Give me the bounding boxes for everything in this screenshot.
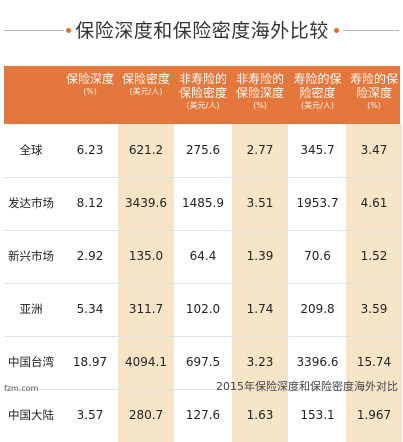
column-header: 保险深度 (%) [64,72,116,120]
table-cell: 1.63 [246,408,274,422]
table-cell: 3.51 [246,196,274,210]
table-cell: 127.6 [185,408,221,422]
row-label: 中国台湾 [8,355,54,369]
table-cell: 64.4 [189,249,217,263]
column-header-unit: (%) [367,101,381,110]
table-cell: 4.61 [360,196,388,210]
table-cell: 2.92 [76,249,104,263]
table-cell: 102.0 [185,302,221,316]
column-header-label: 寿险的保险深度 [349,72,398,100]
table-cell: 3.57 [76,408,104,422]
table-row: 发达市场 8.12 3439.6 1485.9 3.51 1953.7 4.61 [4,177,400,230]
table-cell: 4094.1 [125,355,167,369]
table-cell: 209.8 [300,302,335,316]
column-header-label: 保险密度 [121,72,170,86]
title-bullet-left [66,28,71,33]
row-divider [4,283,400,284]
column-header-label: 非寿险的保险密度 [178,72,227,100]
page-title: 保险深度和保险密度海外比较 [75,20,329,42]
table-cell: 18.97 [72,355,108,369]
row-divider [4,389,400,390]
column-header: 非寿险的保险密度 (美元/人) [174,72,232,120]
table-cell: 1.39 [246,249,274,263]
column-header: 寿险的保险密度 (美元/人) [289,72,346,120]
column-header: 保险密度 (美元/人) [118,72,174,120]
column-header: 非寿险的保险深度 (%) [232,72,288,120]
table-cell: 70.6 [304,249,331,263]
table-cell: 15.74 [356,355,392,369]
table-cell: 621.2 [128,143,164,157]
table-header: 保险深度 (%) 保险密度 (美元/人) 非寿险的保险密度 (美元/人) 非寿险的保险深度(… [4,66,400,124]
title-area: 保险深度和保险密度海外比较 [0,0,403,60]
column-header-unit: (%) [83,87,97,96]
row-label: 发达市场 [8,196,54,210]
table-cell: 3439.6 [125,196,167,210]
column-header-unit: (美元/人) [301,101,334,110]
table-cell: 3.59 [360,302,388,316]
row-label: 全球 [19,143,43,157]
column-header-label: 寿险的保险密度 [293,72,342,100]
table-cell: 153.1 [300,408,335,422]
row-divider [4,336,400,337]
table-cell: 1.74 [246,302,274,316]
source-watermark: fzm.com [4,384,39,393]
table-cell: 135.0 [128,249,164,263]
column-header-label: 保险深度 [65,72,114,86]
table-cell: 3.47 [360,143,388,157]
table-row: 中国台湾 18.97 4094.1 697.5 3.23 3396.6 15.74 [4,336,400,389]
title-divider-left [4,30,64,31]
table-cell: 3396.6 [296,355,339,369]
table-cell: 1485.9 [182,196,224,210]
table-cell: 6.23 [76,143,104,157]
table-row: 中国大陆 3.57 280.7 127.6 1.63 153.1 1.967 [4,389,400,442]
table-cell: 345.7 [300,143,335,157]
row-label: 中国大陆 [8,408,54,422]
column-header-unit: (美元/人) [186,101,220,110]
table-cell: 275.6 [185,143,221,157]
table-caption: 2015年保险深度和保险密度海外对比 [216,380,398,393]
title-bullet-right [334,28,339,33]
table-cell: 5.34 [76,302,104,316]
column-header-label: 非寿险的保险深度 [235,72,284,100]
table-cell: 1.52 [360,249,388,263]
row-label: 新兴市场 [8,249,54,263]
table-cell: 8.12 [76,196,104,210]
table-cell: 1.967 [356,408,392,422]
column-header-unit: (美元/人) [129,87,163,96]
row-label: 亚洲 [19,302,43,316]
table-cell: 280.7 [128,408,164,422]
table-row: 新兴市场 2.92 135.0 64.4 1.39 70.6 1.52 [4,230,400,283]
title-divider-right [343,30,399,31]
table-cell: 1953.7 [296,196,339,210]
column-header: 寿险的保险深度 (%) [346,72,402,120]
row-divider [4,177,400,178]
table-cell: 2.77 [246,143,274,157]
column-header-unit: (%) [253,101,267,110]
table-cell: 697.5 [185,355,221,369]
row-divider [4,230,400,231]
table-row: 全球 6.23 621.2 275.6 2.77 345.7 3.47 [4,124,400,177]
table-cell: 3.23 [246,355,274,369]
table-row: 亚洲 5.34 311.7 102.0 1.74 209.8 3.59 [4,283,400,336]
table-cell: 311.7 [128,302,164,316]
